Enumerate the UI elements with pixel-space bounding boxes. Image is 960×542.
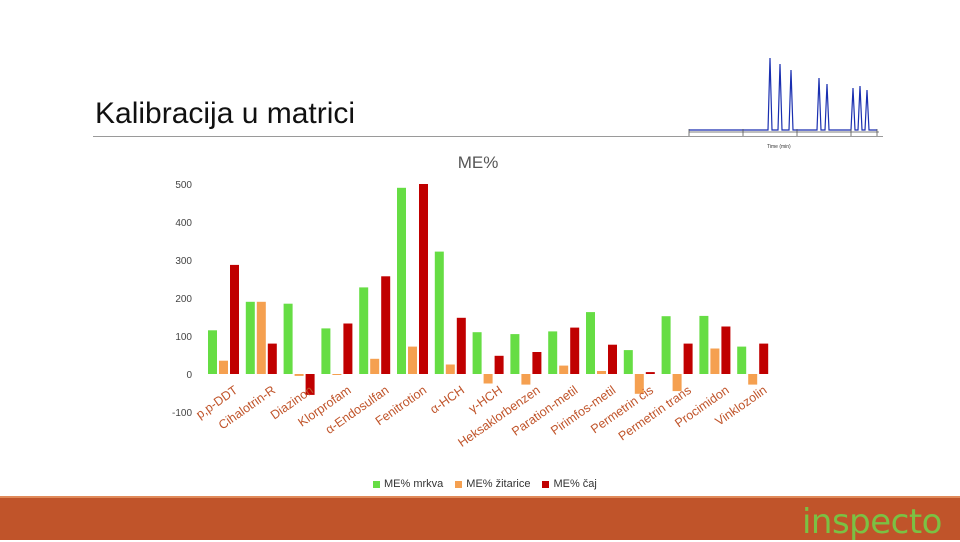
bar: [219, 360, 228, 374]
bar: [721, 326, 731, 374]
bar: [472, 332, 482, 374]
bar: [699, 315, 709, 374]
bar: [548, 331, 558, 374]
y-axis: 500 400 300 200 100 0 -100: [172, 180, 192, 419]
bar: [748, 374, 758, 385]
legend-swatch-zitarice: [455, 480, 463, 488]
bar: [634, 374, 644, 394]
logo-text: inspecto: [801, 502, 943, 542]
y-tick-label: -100: [172, 408, 192, 419]
bar: [397, 187, 406, 374]
legend-item-mrkva: ME% mrkva: [373, 478, 443, 490]
bar: [332, 374, 342, 375]
bar: [759, 343, 769, 374]
bar: [370, 358, 380, 374]
bar: [645, 372, 655, 374]
bar: [597, 371, 606, 374]
chromatogram-trace: [689, 57, 877, 131]
bar: [434, 251, 444, 374]
bar: [456, 317, 466, 374]
bar: [245, 301, 255, 374]
legend-item-zitarice: ME% žitarice: [455, 478, 530, 490]
legend-swatch-caj: [542, 480, 550, 488]
title-divider: [93, 136, 883, 137]
chromatogram-thumbnail: Time (min): [688, 57, 879, 150]
bar: [208, 330, 217, 374]
legend-label-caj: ME% čaj: [553, 478, 597, 490]
y-tick-label: 500: [175, 180, 192, 191]
bar: [283, 303, 293, 374]
bar: [483, 374, 493, 384]
bar: [294, 374, 304, 376]
chart-title: ME%: [458, 153, 499, 172]
bar: [267, 343, 277, 374]
bar: [608, 344, 617, 374]
x-axis-labels: p,p-DDTCihalotrin-RDiazinonKlorprofamα-E…: [193, 383, 769, 450]
y-tick-label: 200: [175, 294, 192, 305]
y-tick-label: 300: [175, 256, 192, 267]
y-tick-label: 100: [175, 332, 192, 343]
bar: [570, 327, 580, 374]
footer-accent-line: [0, 496, 960, 498]
bar: [586, 312, 595, 374]
bars: [208, 184, 769, 395]
bar: [321, 328, 331, 374]
bar: [661, 316, 671, 374]
legend-swatch-mrkva: [373, 480, 380, 488]
footer-bar: [0, 498, 960, 540]
inspecto-logo: inspecto: [801, 502, 943, 542]
bar: [737, 346, 747, 374]
bar: [623, 350, 633, 374]
bar: [683, 343, 693, 374]
y-tick-label: 0: [186, 370, 192, 381]
bar: [559, 365, 569, 374]
legend-item-caj: ME% čaj: [542, 478, 597, 490]
x-category-label: α-HCH: [427, 383, 467, 417]
bar: [532, 352, 542, 374]
bar: [408, 346, 417, 374]
bar: [359, 287, 369, 374]
bar: [256, 301, 266, 374]
bar: [445, 364, 455, 374]
bar: [710, 348, 720, 374]
me-percent-chart: ME% 500 400 300 200 100 0 -100 p,p-DDTCihalotr…: [172, 153, 769, 450]
bar: [230, 264, 239, 374]
slide-title: Kalibracija u matrici: [95, 97, 356, 130]
chromatogram-axis-label: Time (min): [767, 144, 791, 150]
bar: [419, 184, 428, 374]
bar: [510, 334, 520, 374]
bar: [521, 374, 531, 385]
bar: [381, 276, 391, 374]
bar: [343, 323, 353, 374]
y-tick-label: 400: [175, 218, 192, 229]
legend-label-zitarice: ME% žitarice: [466, 478, 531, 490]
bar: [494, 355, 504, 374]
bar: [672, 374, 682, 392]
bar: [305, 374, 315, 395]
legend-label-mrkva: ME% mrkva: [384, 478, 444, 490]
legend: ME% mrkva ME% žitarice ME% čaj: [373, 478, 597, 490]
